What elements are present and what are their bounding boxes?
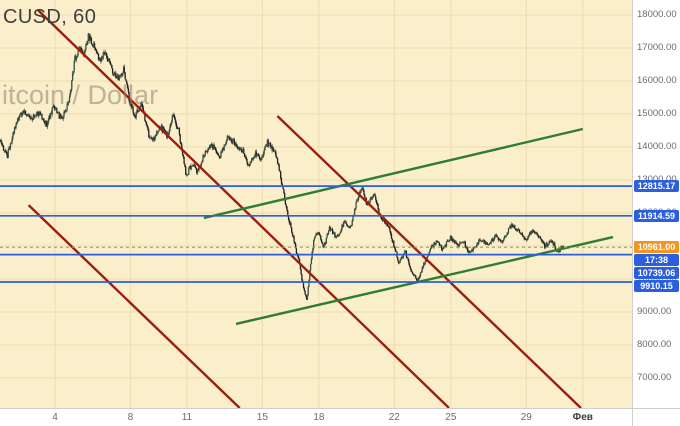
price-tick-label: 13000.00 [637,174,677,185]
price-tick-label: 8000.00 [637,339,672,350]
price-tick-label: 14000.00 [637,141,677,152]
axis-corner [632,408,680,426]
level-price-badge[interactable]: 10739.06 [634,267,679,280]
time-axis-label: 4 [52,412,58,423]
time-axis-month-label: Фев [572,412,593,423]
time-axis-label: 25 [445,412,457,423]
time-axis-label: 11 [181,412,193,423]
price-tick-label: 7000.00 [637,372,672,383]
chart-canvas[interactable]: CUSD, 60 itcoin / Dollar [0,0,632,408]
time-axis-label: 29 [520,412,532,423]
ascending-channel-line-2[interactable] [235,235,614,326]
level-price-badge[interactable]: 11914.59 [634,209,679,222]
price-tick-label: 18000.00 [637,9,677,20]
time-axis-label: 22 [388,412,400,423]
price-tick-label: 9000.00 [637,306,672,317]
time-axis[interactable]: 4 8 11 15 18 22 25 29 Фев [0,408,632,426]
candlestick-chart-svg[interactable] [0,0,632,408]
bar-countdown-badge: 17:38 [634,254,679,267]
price-tick-label: 17000.00 [637,42,677,53]
candles-up [0,33,564,300]
ascending-channel-line-1[interactable] [203,127,584,220]
price-tick-label: 16000.00 [637,75,677,86]
price-tick-label: 15000.00 [637,108,677,119]
descending-channel-line-3[interactable] [276,115,582,408]
level-price-badge[interactable]: 12815.17 [634,180,679,193]
time-axis-label: 18 [313,412,325,423]
descending-channel-line-2[interactable] [27,204,241,408]
level-price-badge[interactable]: 9910.15 [634,280,679,293]
price-axis[interactable]: 18000.00 17000.00 16000.00 15000.00 14000.00… [632,0,680,408]
time-axis-label: 15 [256,412,268,423]
current-price-badge: 10961.00 [634,241,679,254]
time-axis-label: 8 [127,412,134,423]
